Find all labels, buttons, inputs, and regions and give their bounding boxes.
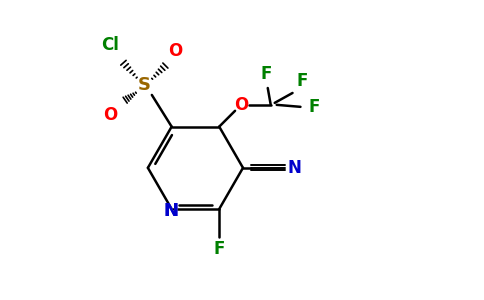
Text: F: F bbox=[309, 98, 320, 116]
Text: O: O bbox=[168, 42, 183, 60]
Text: N: N bbox=[163, 202, 178, 220]
Text: F: F bbox=[213, 240, 225, 258]
Text: Cl: Cl bbox=[101, 36, 119, 54]
Text: F: F bbox=[297, 72, 308, 90]
Text: O: O bbox=[103, 106, 117, 124]
Text: O: O bbox=[234, 96, 248, 114]
Text: N: N bbox=[163, 202, 178, 220]
Text: F: F bbox=[260, 65, 272, 83]
Text: N: N bbox=[163, 202, 178, 220]
Text: N: N bbox=[287, 159, 302, 177]
Text: S: S bbox=[137, 76, 151, 94]
